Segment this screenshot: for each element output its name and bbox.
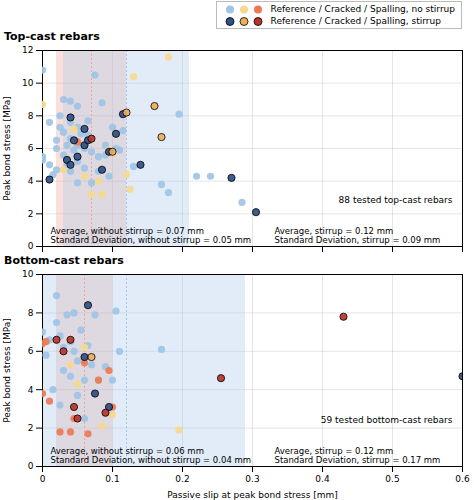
svg-text:0.5: 0.5 xyxy=(385,474,399,484)
svg-text:Average, without stirrup = 0.0: Average, without stirrup = 0.06 mmStanda… xyxy=(51,446,252,465)
svg-text:0.6: 0.6 xyxy=(455,474,470,484)
svg-text:10: 10 xyxy=(22,78,34,88)
svg-text:0.2: 0.2 xyxy=(175,474,189,484)
svg-text:8: 8 xyxy=(28,308,34,318)
svg-text:0.3: 0.3 xyxy=(245,474,259,484)
svg-text:0: 0 xyxy=(28,241,34,251)
svg-text:12: 12 xyxy=(22,45,33,55)
svg-text:Peak bond stress [MPa]: Peak bond stress [MPa] xyxy=(2,96,12,201)
svg-text:88 tested top-cast rebars: 88 tested top-cast rebars xyxy=(339,195,453,205)
svg-text:0: 0 xyxy=(40,474,46,484)
svg-text:Average, stirrup = 0.12 mmStan: Average, stirrup = 0.12 mmStandard Devia… xyxy=(275,446,441,465)
svg-text:6: 6 xyxy=(28,346,34,356)
svg-text:0.4: 0.4 xyxy=(315,474,330,484)
svg-text:Average, stirrup = 0.12 mmStan: Average, stirrup = 0.12 mmStandard Devia… xyxy=(275,226,441,245)
svg-text:2: 2 xyxy=(28,209,34,219)
html-text:Top-cast rebars: Top-cast rebars xyxy=(4,30,100,43)
svg-text:59 tested bottom-cast rebars: 59 tested bottom-cast rebars xyxy=(321,415,453,425)
svg-text:Peak bond stress [MPa]: Peak bond stress [MPa] xyxy=(2,318,12,423)
svg-text:Passive slip at peak bond stre: Passive slip at peak bond stress [mm] xyxy=(167,490,338,500)
svg-text:6: 6 xyxy=(28,143,34,153)
svg-text:10: 10 xyxy=(22,269,34,279)
html-text:Bottom-cast rebars: Bottom-cast rebars xyxy=(4,254,124,267)
svg-text:0: 0 xyxy=(28,461,34,471)
svg-text:4: 4 xyxy=(28,385,34,395)
svg-text:0.1: 0.1 xyxy=(105,474,119,484)
svg-text:8: 8 xyxy=(28,111,34,121)
svg-text:Average, without stirrup = 0.0: Average, without stirrup = 0.07 mmStanda… xyxy=(51,226,252,245)
svg-text:4: 4 xyxy=(28,176,34,186)
html-text:Reference / Cracked / Spalling: Reference / Cracked / Spalling, stirrup xyxy=(270,16,441,26)
svg-text:2: 2 xyxy=(28,423,34,433)
html-text:Reference / Cracked / Spalling: Reference / Cracked / Spalling, no stirr… xyxy=(270,4,455,14)
